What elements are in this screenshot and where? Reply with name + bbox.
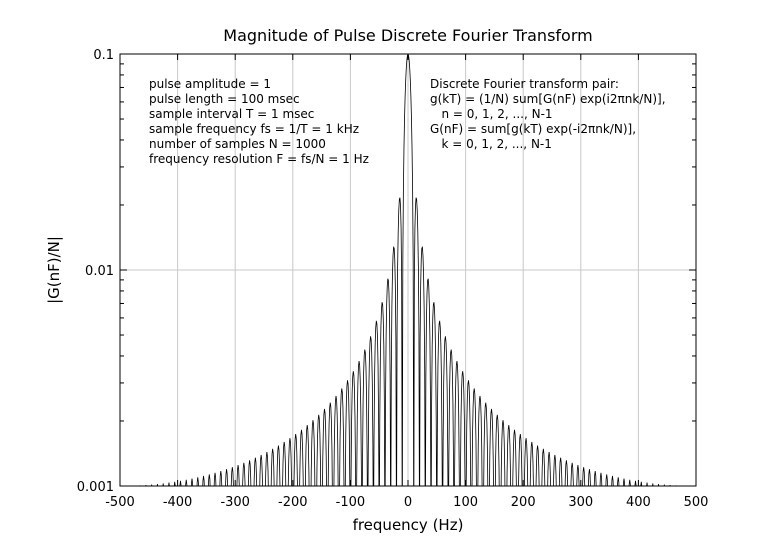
- x-tick-label: -500: [105, 495, 135, 510]
- x-tick-label: -200: [278, 495, 308, 510]
- annotation-right: Discrete Fourier transform pair: g(kT) =…: [430, 77, 666, 151]
- x-axis-ticks: -500 -400 -300 -200 -100 0 100 200 300 400 500: [105, 54, 708, 510]
- annotation-line: k = 0, 1, 2, ..., N-1: [430, 137, 552, 151]
- x-tick-label: 500: [684, 495, 709, 510]
- x-axis-label: frequency (Hz): [353, 516, 464, 534]
- x-tick-label: -400: [163, 495, 193, 510]
- annotation-line: sample interval T = 1 msec: [149, 107, 314, 121]
- grid: [120, 54, 696, 486]
- y-tick-label: 0.1: [93, 48, 114, 63]
- annotation-line: G(nF) = sum[g(kT) exp(-i2πnk/N)],: [430, 122, 636, 136]
- x-tick-label: -300: [220, 495, 250, 510]
- x-tick-label: -100: [336, 495, 366, 510]
- x-tick-label: 300: [568, 495, 593, 510]
- annotation-left: pulse amplitude = 1 pulse length = 100 m…: [149, 77, 369, 166]
- chart-title: Magnitude of Pulse Discrete Fourier Tran…: [223, 26, 592, 45]
- annotation-line: g(kT) = (1/N) sum[G(nF) exp(i2πnk/N)],: [430, 92, 666, 106]
- y-tick-label: 0.01: [85, 264, 114, 279]
- annotation-line: Discrete Fourier transform pair:: [430, 77, 619, 91]
- y-axis-ticks: 0.001 0.01 0.1: [77, 48, 696, 495]
- x-tick-label: 400: [626, 495, 651, 510]
- annotation-line: pulse amplitude = 1: [149, 77, 271, 91]
- annotation-line: pulse length = 100 msec: [149, 92, 300, 106]
- annotation-line: frequency resolution F = fs/N = 1 Hz: [149, 152, 369, 166]
- x-tick-label: 200: [511, 495, 536, 510]
- annotation-line: number of samples N = 1000: [149, 137, 326, 151]
- x-tick-label: 0: [404, 495, 412, 510]
- y-tick-label: 0.001: [77, 480, 114, 495]
- y-axis-label: |G(nF)/N|: [45, 236, 63, 304]
- annotation-line: n = 0, 1, 2, ..., N-1: [430, 107, 553, 121]
- x-tick-label: 100: [453, 495, 478, 510]
- annotation-line: sample frequency fs = 1/T = 1 kHz: [149, 122, 359, 136]
